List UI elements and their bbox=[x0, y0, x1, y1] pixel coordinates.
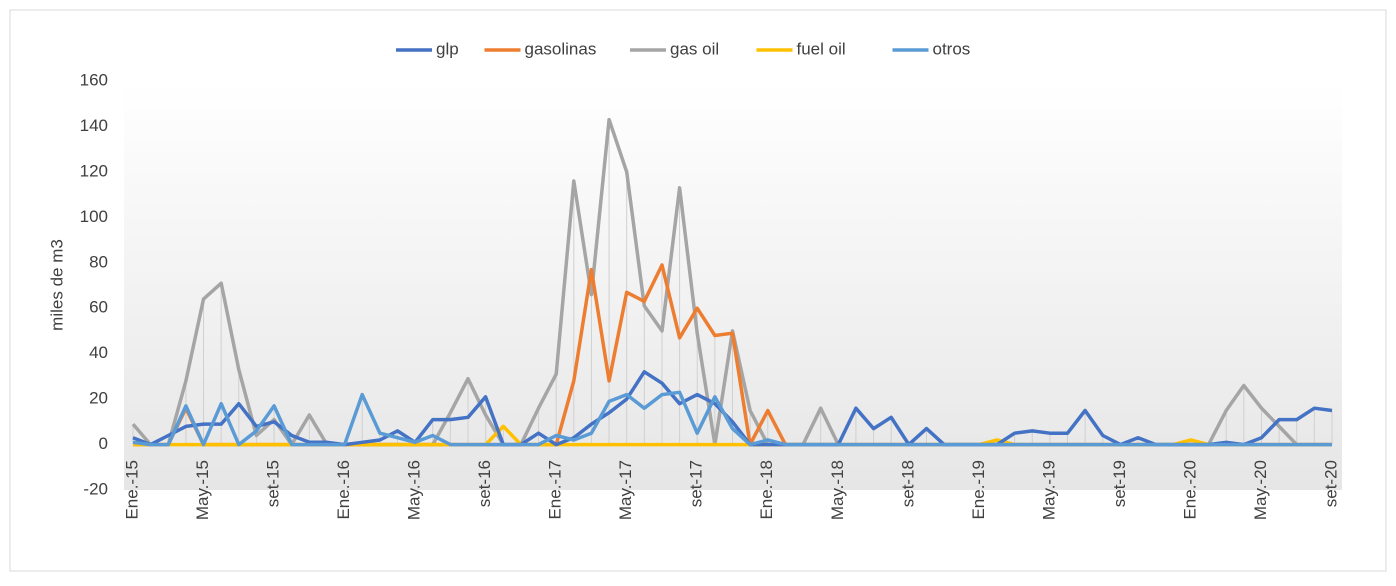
x-tick-label: May.-16 bbox=[405, 460, 424, 520]
y-tick-label: -20 bbox=[83, 479, 108, 498]
x-tick-label: Ene.-18 bbox=[757, 460, 776, 520]
x-tick-label: May.-18 bbox=[828, 460, 847, 520]
x-tick-label: Ene.-19 bbox=[969, 460, 988, 520]
x-tick-label: Ene.-20 bbox=[1180, 460, 1199, 520]
x-tick-label: set-16 bbox=[475, 460, 494, 507]
x-tick-label: May.-19 bbox=[1039, 460, 1058, 520]
y-tick-label: 0 bbox=[99, 434, 108, 453]
x-tick-label: May.-17 bbox=[616, 460, 635, 520]
legend-label: fuel oil bbox=[797, 39, 846, 58]
y-tick-label: 140 bbox=[80, 116, 108, 135]
x-tick-label: set-17 bbox=[687, 460, 706, 507]
y-axis-label: miles de m3 bbox=[47, 239, 66, 331]
legend-label: glp bbox=[436, 39, 459, 58]
x-tick-label: set-20 bbox=[1321, 460, 1340, 507]
y-tick-label: 100 bbox=[80, 207, 108, 226]
legend-label: gas oil bbox=[670, 39, 719, 58]
x-tick-label: Ene.-17 bbox=[546, 460, 565, 520]
x-tick-label: set-19 bbox=[1110, 460, 1129, 507]
x-tick-label: Ene.-16 bbox=[334, 460, 353, 520]
x-tick-label: May.-20 bbox=[1251, 460, 1270, 520]
y-tick-label: 80 bbox=[89, 252, 108, 271]
x-tick-label: set-18 bbox=[898, 460, 917, 507]
x-tick-label: Ene.-15 bbox=[122, 460, 141, 520]
y-tick-label: 60 bbox=[89, 298, 108, 317]
x-tick-label: set-15 bbox=[264, 460, 283, 507]
legend-label: gasolinas bbox=[525, 39, 597, 58]
legend-label: otros bbox=[933, 39, 971, 58]
y-tick-label: 20 bbox=[89, 389, 108, 408]
y-tick-label: 40 bbox=[89, 343, 108, 362]
y-tick-label: 160 bbox=[80, 70, 108, 89]
series-line bbox=[132, 390, 1332, 447]
x-tick-label: May.-15 bbox=[193, 460, 212, 520]
y-tick-label: 120 bbox=[80, 161, 108, 180]
